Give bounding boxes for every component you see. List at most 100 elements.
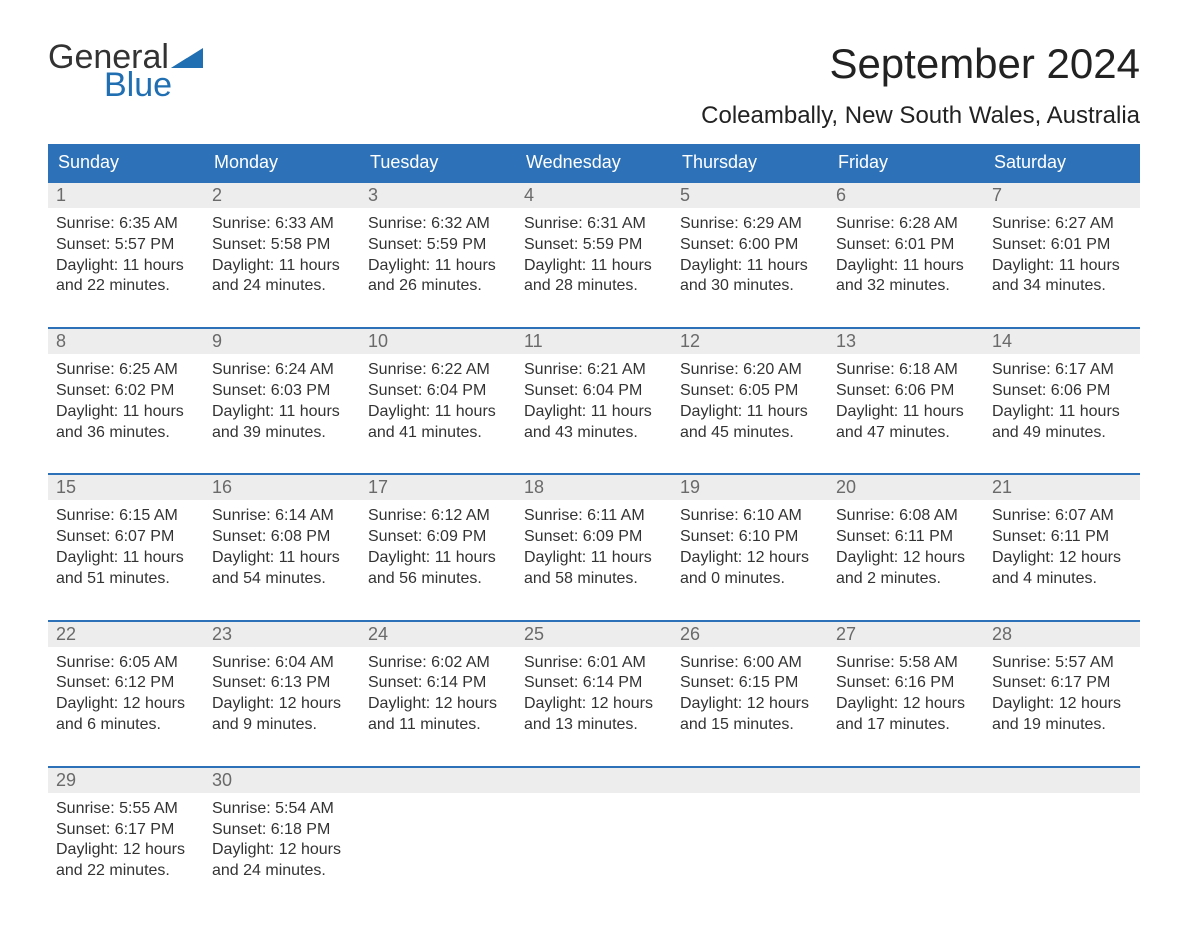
day-cell: Sunrise: 6:29 AMSunset: 6:00 PMDaylight:…	[672, 208, 828, 303]
daylight-text: and 56 minutes.	[368, 569, 508, 590]
sunrise-text: Sunrise: 6:29 AM	[680, 214, 820, 235]
day-cell: Sunrise: 6:32 AMSunset: 5:59 PMDaylight:…	[360, 208, 516, 303]
calendar-week: 22232425262728Sunrise: 6:05 AMSunset: 6:…	[48, 620, 1140, 742]
day-cell: Sunrise: 6:22 AMSunset: 6:04 PMDaylight:…	[360, 354, 516, 449]
day-header: Sunday	[48, 144, 204, 181]
daylight-text: Daylight: 11 hours	[212, 402, 352, 423]
day-number	[984, 768, 1140, 793]
day-number: 24	[360, 622, 516, 647]
daylight-text: and 22 minutes.	[56, 861, 196, 882]
day-header-row: Sunday Monday Tuesday Wednesday Thursday…	[48, 144, 1140, 181]
sunset-text: Sunset: 6:01 PM	[992, 235, 1132, 256]
daylight-text: and 2 minutes.	[836, 569, 976, 590]
day-number: 27	[828, 622, 984, 647]
daylight-text: and 41 minutes.	[368, 423, 508, 444]
sunset-text: Sunset: 6:09 PM	[368, 527, 508, 548]
sunrise-text: Sunrise: 6:01 AM	[524, 653, 664, 674]
day-cell: Sunrise: 6:31 AMSunset: 5:59 PMDaylight:…	[516, 208, 672, 303]
sunrise-text: Sunrise: 6:27 AM	[992, 214, 1132, 235]
day-number	[516, 768, 672, 793]
daylight-text: and 17 minutes.	[836, 715, 976, 736]
daylight-text: and 43 minutes.	[524, 423, 664, 444]
sunrise-text: Sunrise: 6:22 AM	[368, 360, 508, 381]
daylight-text: Daylight: 12 hours	[992, 694, 1132, 715]
logo-text-blue: Blue	[104, 68, 203, 102]
day-cell: Sunrise: 5:57 AMSunset: 6:17 PMDaylight:…	[984, 647, 1140, 742]
day-number: 4	[516, 183, 672, 208]
calendar-week: 2930Sunrise: 5:55 AMSunset: 6:17 PMDayli…	[48, 766, 1140, 888]
daylight-text: and 34 minutes.	[992, 276, 1132, 297]
sunrise-text: Sunrise: 6:18 AM	[836, 360, 976, 381]
sunrise-text: Sunrise: 6:02 AM	[368, 653, 508, 674]
day-number: 1	[48, 183, 204, 208]
sunrise-text: Sunrise: 6:07 AM	[992, 506, 1132, 527]
sunset-text: Sunset: 6:17 PM	[992, 673, 1132, 694]
sunrise-text: Sunrise: 6:08 AM	[836, 506, 976, 527]
sunset-text: Sunset: 6:04 PM	[524, 381, 664, 402]
day-cell: Sunrise: 6:25 AMSunset: 6:02 PMDaylight:…	[48, 354, 204, 449]
daylight-text: and 4 minutes.	[992, 569, 1132, 590]
sunrise-text: Sunrise: 6:21 AM	[524, 360, 664, 381]
daylight-text: Daylight: 11 hours	[836, 256, 976, 277]
daylight-text: and 11 minutes.	[368, 715, 508, 736]
daylight-text: and 30 minutes.	[680, 276, 820, 297]
page-title: September 2024	[701, 40, 1140, 88]
day-cell: Sunrise: 6:08 AMSunset: 6:11 PMDaylight:…	[828, 500, 984, 595]
sunset-text: Sunset: 6:08 PM	[212, 527, 352, 548]
sunset-text: Sunset: 5:59 PM	[368, 235, 508, 256]
day-cell	[516, 793, 672, 888]
sunrise-text: Sunrise: 6:28 AM	[836, 214, 976, 235]
day-cell: Sunrise: 6:33 AMSunset: 5:58 PMDaylight:…	[204, 208, 360, 303]
day-number: 8	[48, 329, 204, 354]
day-number: 9	[204, 329, 360, 354]
day-cell: Sunrise: 6:21 AMSunset: 6:04 PMDaylight:…	[516, 354, 672, 449]
daylight-text: Daylight: 11 hours	[680, 402, 820, 423]
day-number: 14	[984, 329, 1140, 354]
daylight-text: Daylight: 11 hours	[56, 256, 196, 277]
daylight-text: and 22 minutes.	[56, 276, 196, 297]
sunrise-text: Sunrise: 6:17 AM	[992, 360, 1132, 381]
day-cell: Sunrise: 6:02 AMSunset: 6:14 PMDaylight:…	[360, 647, 516, 742]
day-number: 2	[204, 183, 360, 208]
sunset-text: Sunset: 6:01 PM	[836, 235, 976, 256]
sunset-text: Sunset: 6:13 PM	[212, 673, 352, 694]
daylight-text: and 24 minutes.	[212, 861, 352, 882]
daylight-text: Daylight: 11 hours	[56, 402, 196, 423]
sunrise-text: Sunrise: 5:55 AM	[56, 799, 196, 820]
calendar-week: 15161718192021Sunrise: 6:15 AMSunset: 6:…	[48, 473, 1140, 595]
day-header: Thursday	[672, 144, 828, 181]
day-number	[672, 768, 828, 793]
daylight-text: and 39 minutes.	[212, 423, 352, 444]
day-cell: Sunrise: 6:20 AMSunset: 6:05 PMDaylight:…	[672, 354, 828, 449]
day-cell: Sunrise: 6:04 AMSunset: 6:13 PMDaylight:…	[204, 647, 360, 742]
day-cell: Sunrise: 6:18 AMSunset: 6:06 PMDaylight:…	[828, 354, 984, 449]
day-cell	[672, 793, 828, 888]
daylight-text: and 51 minutes.	[56, 569, 196, 590]
calendar: Sunday Monday Tuesday Wednesday Thursday…	[48, 144, 1140, 888]
day-cell: Sunrise: 6:11 AMSunset: 6:09 PMDaylight:…	[516, 500, 672, 595]
daylight-text: Daylight: 12 hours	[680, 694, 820, 715]
sunrise-text: Sunrise: 6:12 AM	[368, 506, 508, 527]
daylight-text: and 45 minutes.	[680, 423, 820, 444]
sunrise-text: Sunrise: 6:15 AM	[56, 506, 196, 527]
day-number: 23	[204, 622, 360, 647]
day-number: 20	[828, 475, 984, 500]
sunset-text: Sunset: 6:02 PM	[56, 381, 196, 402]
daylight-text: Daylight: 12 hours	[680, 548, 820, 569]
sunset-text: Sunset: 6:11 PM	[836, 527, 976, 548]
daylight-text: Daylight: 11 hours	[680, 256, 820, 277]
sunset-text: Sunset: 6:00 PM	[680, 235, 820, 256]
daylight-text: Daylight: 12 hours	[836, 548, 976, 569]
sunset-text: Sunset: 5:57 PM	[56, 235, 196, 256]
daylight-text: Daylight: 12 hours	[212, 694, 352, 715]
daylight-text: and 49 minutes.	[992, 423, 1132, 444]
day-number: 29	[48, 768, 204, 793]
sunset-text: Sunset: 6:09 PM	[524, 527, 664, 548]
sunset-text: Sunset: 6:12 PM	[56, 673, 196, 694]
day-cell: Sunrise: 6:35 AMSunset: 5:57 PMDaylight:…	[48, 208, 204, 303]
location: Coleambally, New South Wales, Australia	[701, 102, 1140, 130]
daylight-text: and 0 minutes.	[680, 569, 820, 590]
day-number: 15	[48, 475, 204, 500]
day-number: 7	[984, 183, 1140, 208]
sunrise-text: Sunrise: 6:31 AM	[524, 214, 664, 235]
